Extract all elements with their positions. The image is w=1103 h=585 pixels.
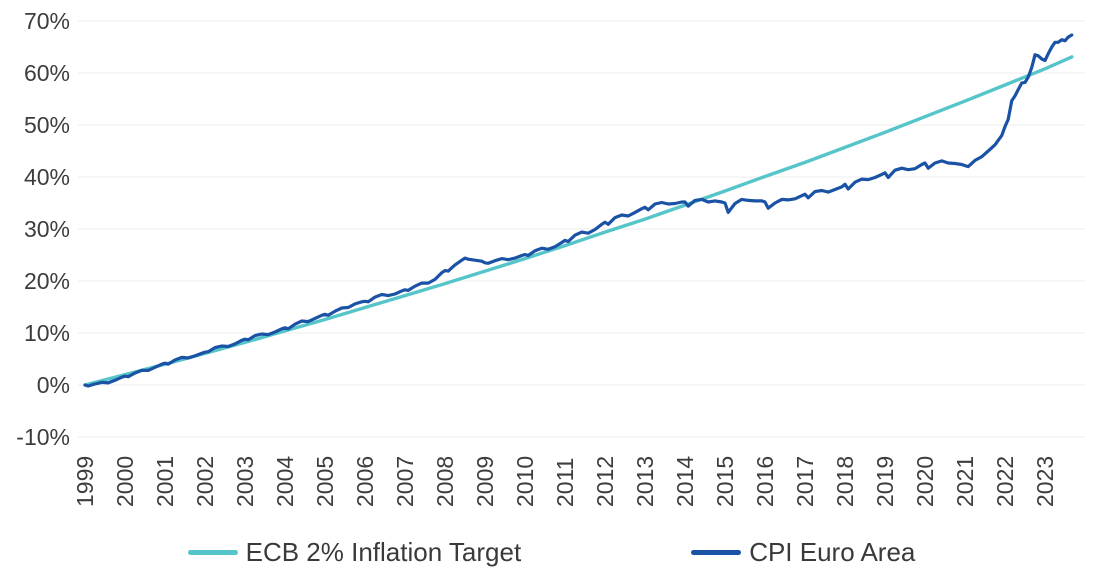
y-axis-tick-label: -10% [16,424,70,450]
cpi-line-swatch-icon [691,549,742,555]
x-axis-tick-label: 2017 [792,456,818,507]
x-axis-tick-label: 2005 [312,456,338,507]
x-axis-tick-label: 2015 [712,456,738,507]
legend-label-ecb-target: ECB 2% Inflation Target [245,536,522,567]
x-axis-tick-label: 2018 [832,456,858,507]
legend-item-ecb-target: ECB 2% Inflation Target [187,536,522,568]
y-axis-tick-label: 30% [24,216,70,242]
y-axis-tick-label: 50% [24,112,70,138]
ecb-target-line-swatch-icon [187,549,238,555]
cpi-euro-area-line [83,33,1074,388]
legend-label-cpi-euro-area: CPI Euro Area [749,536,916,567]
y-axis-tick-label: 20% [24,268,70,294]
x-axis-tick-label: 2008 [432,456,458,507]
x-axis-tick-label: 2006 [352,456,378,507]
y-axis-tick-label: 40% [24,164,70,190]
x-axis-tick-label: 2001 [152,456,178,507]
y-axis-tick-label: 0% [37,372,70,398]
x-axis-tick-label: 2016 [752,456,778,507]
plot-area: 70% 60% 50% 40% 30% 20% 10% 0% -10%1999 2000 2001 2… [16,8,1085,507]
x-axis-tick-label: 2009 [472,456,498,507]
x-axis-tick-label: 2011 [552,458,578,507]
x-axis-tick-label: 1999 [72,456,98,507]
legend-item-cpi-euro-area: CPI Euro Area [691,537,915,568]
x-axis-tick-label: 2002 [192,456,218,507]
ecb-target-line [83,55,1074,387]
x-axis-tick-label: 2022 [992,456,1018,507]
y-axis-tick-label: 60% [24,60,70,86]
x-axis-tick-label: 2019 [872,456,898,507]
x-axis-tick-label: 2004 [272,456,298,507]
x-axis-tick-label: 2014 [672,456,698,507]
y-axis-tick-label: 10% [24,320,70,346]
x-axis-tick-label: 2000 [112,456,138,507]
x-axis-tick-label: 2013 [632,456,658,507]
x-axis-tick-label: 2003 [232,456,258,507]
x-axis-tick-label: 2021 [952,456,978,507]
x-axis-tick-label: 2010 [512,456,538,507]
x-axis-tick-label: 2012 [592,456,618,507]
x-axis-tick-label: 2020 [912,456,938,507]
x-axis-tick-label: 2007 [392,456,418,507]
legend: ECB 2% Inflation Target CPI Euro Area [0,522,1103,582]
x-axis-tick-label: 2023 [1032,456,1058,507]
y-axis-tick-label: 70% [24,8,70,34]
